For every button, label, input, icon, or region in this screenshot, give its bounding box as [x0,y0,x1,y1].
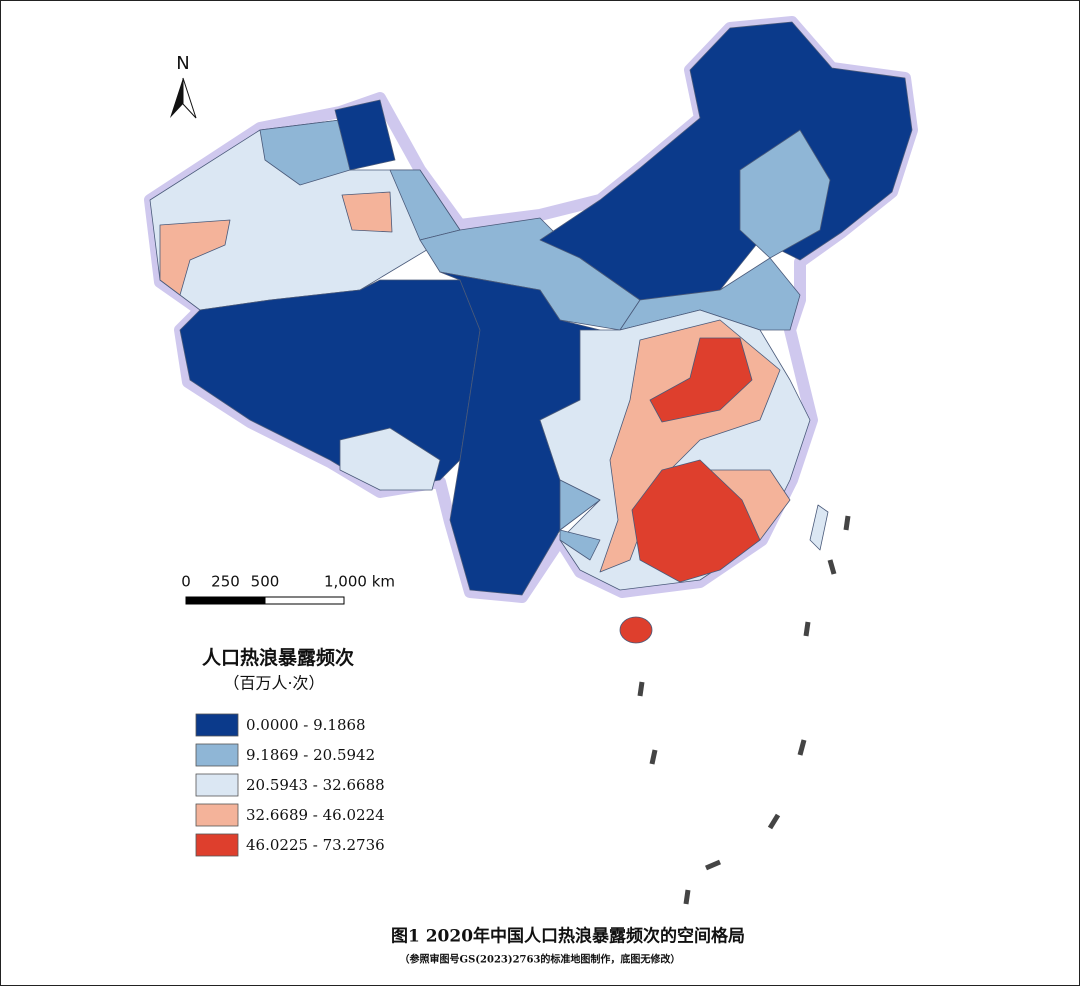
north-arrow: N [170,53,197,119]
region [259,119,351,186]
arrow-half [182,77,197,119]
legend-label: 46.0225 - 73.2736 [246,836,385,854]
scale-label: 250 [211,573,240,591]
scale-segment [185,596,226,605]
region [649,337,753,423]
legend-subtitle: （百万人·次） [223,674,324,693]
north-label: N [176,53,189,74]
scale-label: 0 [181,573,191,591]
legend-label: 0.0000 - 9.1868 [246,716,366,734]
legend-label: 9.1869 - 20.5942 [246,746,375,764]
legend-label: 20.5943 - 32.6688 [246,776,385,794]
region [159,219,231,296]
legend-swatch [195,713,239,737]
arrow-half [170,78,183,118]
scale-label: 1,000 km [324,573,395,591]
legend-swatch [195,773,239,797]
caption: 图1 2020年中国人口热浪暴露频次的空间格局 [391,926,745,947]
scale-segment [264,596,345,605]
legend-swatch [195,803,239,827]
region [339,427,441,491]
boundary-dashes [637,515,851,905]
note: （参照审图号GS(2023)2763的标准地图制作，底图无修改） [400,953,681,966]
region [334,99,396,171]
region [559,479,601,561]
legend-swatch [195,833,239,857]
scale-label: 500 [251,573,280,591]
region [631,459,761,583]
legend-title: 人口热浪暴露频次 [202,646,354,669]
region [619,616,653,644]
legend-label: 32.6689 - 46.0224 [246,806,385,824]
scale-bar: 0 250 500 1,000 km [181,573,395,605]
legend-swatch [195,743,239,767]
map [144,16,918,905]
legend: 人口热浪暴露频次 （百万人·次） 0.0000 - 9.1868 9.1869 -… [195,646,385,857]
scale-segment [225,596,266,605]
region [809,504,829,551]
region [739,129,831,259]
region [341,191,393,233]
